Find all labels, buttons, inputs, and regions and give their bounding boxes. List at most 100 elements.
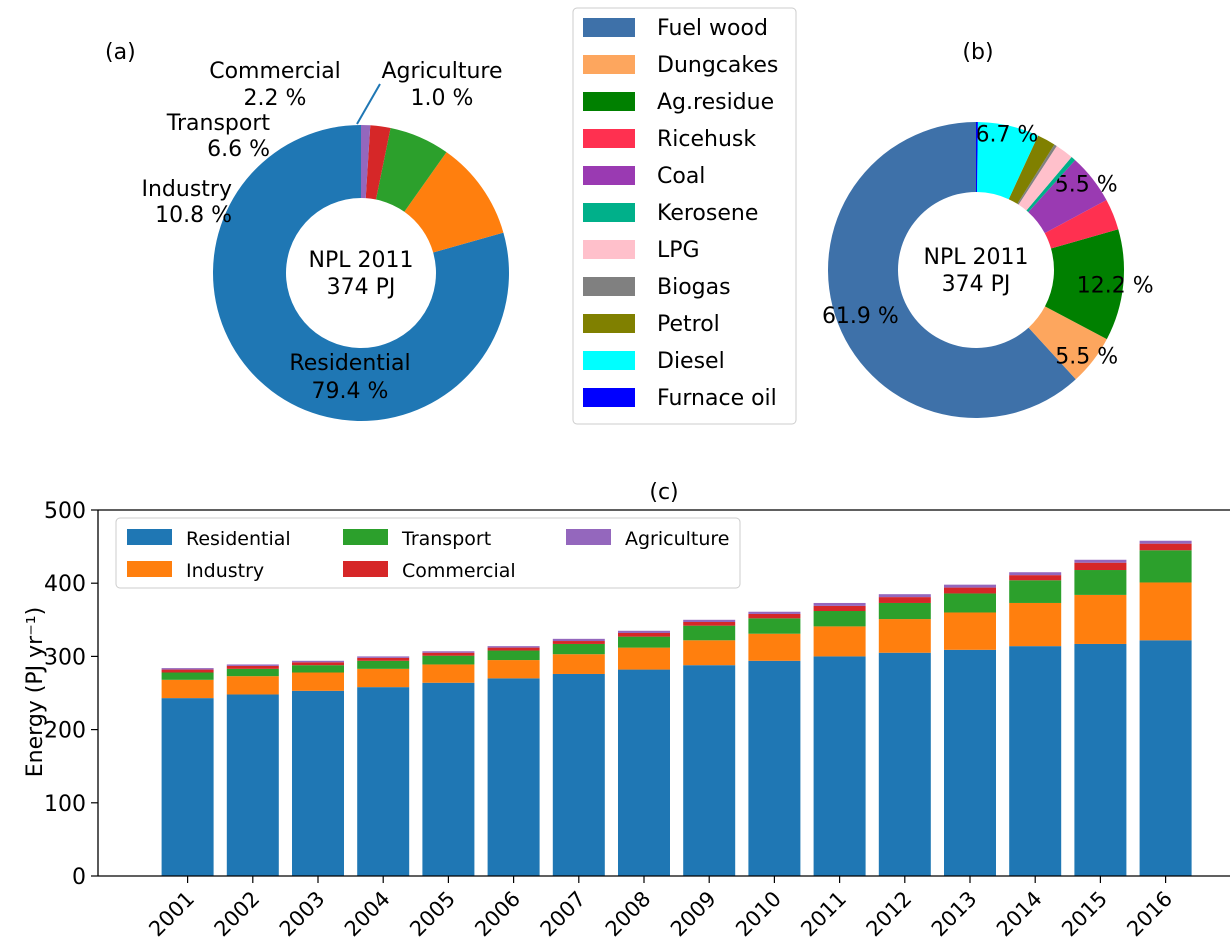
bar-residential-2001 <box>161 698 214 876</box>
slice-biogas <box>1017 144 1057 205</box>
value-fuel-wood: 61.9 % <box>822 304 899 329</box>
bar-agriculture-2005 <box>422 651 475 653</box>
bar-agriculture-2016 <box>1139 540 1192 544</box>
bar-commercial-2013 <box>944 587 996 594</box>
bar-commercial-2007 <box>552 641 605 644</box>
bar-transport-2009 <box>683 625 736 641</box>
bar-transport-2003 <box>292 665 344 673</box>
legend-label-diesel: Diesel <box>657 349 725 374</box>
legend-label-furnace-oil: Furnace oil <box>657 386 777 411</box>
slice-ricehusk <box>1044 200 1119 249</box>
bar-residential-2007 <box>552 673 605 876</box>
bar-commercial-2011 <box>813 605 866 612</box>
bar-residential-2003 <box>292 690 344 876</box>
bar-transport-2016 <box>1139 550 1192 583</box>
label-industry: Industry <box>142 177 233 202</box>
x-tick-label-2006: 2006 <box>470 887 525 942</box>
bar-agriculture-2006 <box>487 646 540 648</box>
value-agriculture: 1.0 % <box>411 86 474 111</box>
bar-residential-2015 <box>1074 643 1127 876</box>
slice-commercial <box>365 125 391 200</box>
bar-industry-2006 <box>487 660 540 679</box>
legend-label-kerosene: Kerosene <box>657 201 758 226</box>
slice-furnace-oil <box>976 122 978 193</box>
bar-residential-2005 <box>422 682 475 876</box>
bar-commercial-2010 <box>748 613 801 619</box>
bar-legend-label-commercial: Commercial <box>402 560 516 582</box>
bar-transport-2005 <box>422 655 475 665</box>
bar-residential-2016 <box>1139 640 1192 876</box>
bar-commercial-2002 <box>226 665 279 669</box>
label-commercial: Commercial <box>209 59 341 84</box>
value-diesel: 6.7 % <box>975 122 1038 147</box>
panel-b-pie-chart: (b) 61.9 % 5.5 % 12.2 % 5.5 % 6.7 % NPL 201137… <box>822 40 1154 418</box>
bar-agriculture-2015 <box>1074 559 1127 563</box>
bar-industry-2003 <box>292 672 344 691</box>
bar-agriculture-2002 <box>226 664 279 666</box>
bar-commercial-2009 <box>683 621 736 626</box>
bar-industry-2015 <box>1074 594 1127 644</box>
bar-residential-2011 <box>813 656 866 876</box>
bar-industry-2016 <box>1139 582 1192 641</box>
legend-label-fuel-wood: Fuel wood <box>657 16 768 41</box>
bar-commercial-2015 <box>1074 562 1127 571</box>
bar-residential-2010 <box>748 660 801 876</box>
bar-agriculture-2004 <box>357 656 410 658</box>
slice-kerosene <box>1026 157 1076 213</box>
value-industry: 10.8 % <box>155 203 232 228</box>
legend-label-petrol: Petrol <box>657 312 720 337</box>
bar-industry-2010 <box>748 633 801 661</box>
center-label-line-1: NPL 2011 <box>924 245 1029 270</box>
bar-commercial-2016 <box>1139 543 1192 551</box>
bar-industry-2001 <box>161 679 214 699</box>
x-tick-label-2002: 2002 <box>210 887 265 942</box>
bar-transport-2012 <box>878 602 931 620</box>
slice-residential <box>213 125 510 421</box>
bar-legend-swatch-agriculture <box>566 529 611 545</box>
bar-residential-2009 <box>683 665 736 876</box>
center-label-line-2: 374 PJ <box>327 275 396 300</box>
value-ag-residue: 12.2 % <box>1077 273 1154 298</box>
bar-transport-2015 <box>1074 570 1127 595</box>
value-residential: 79.4 % <box>312 379 389 404</box>
bar-residential-2014 <box>1009 646 1062 876</box>
bar-transport-2013 <box>944 593 996 613</box>
legend-swatch-fuel-wood <box>583 18 635 37</box>
bar-transport-2008 <box>618 636 670 648</box>
y-tick-label-500: 500 <box>44 499 86 524</box>
bar-residential-2013 <box>944 649 996 876</box>
bar-agriculture-2001 <box>161 668 214 670</box>
bar-legend-swatch-commercial <box>343 561 388 577</box>
bar-transport-2004 <box>357 660 410 669</box>
y-tick-label-300: 300 <box>44 645 86 670</box>
panel-label-a: (a) <box>105 40 136 65</box>
x-tick-label-2009: 2009 <box>666 887 721 942</box>
center-label-line-1: NPL 2011 <box>309 248 414 273</box>
legend-swatch-dungcakes <box>583 55 635 74</box>
bar-residential-2012 <box>878 652 931 876</box>
bar-agriculture-2003 <box>292 660 344 663</box>
bar-legend-swatch-transport <box>343 529 388 545</box>
bar-transport-2001 <box>161 672 214 680</box>
x-tick-label-2004: 2004 <box>340 887 395 942</box>
bar-commercial-2004 <box>357 657 410 661</box>
bar-agriculture-2010 <box>748 611 801 614</box>
bar-legend-label-residential: Residential <box>186 528 291 550</box>
leader-line-agriculture <box>356 83 381 125</box>
bar-commercial-2008 <box>618 632 670 637</box>
bar-industry-2009 <box>683 640 736 666</box>
value-coal: 5.5 % <box>1055 173 1118 198</box>
bar-commercial-2005 <box>422 652 475 656</box>
y-tick-label-400: 400 <box>44 572 86 597</box>
legend-swatch-ricehusk <box>583 129 635 148</box>
legend-label-dungcakes: Dungcakes <box>657 53 778 78</box>
legend-swatch-biogas <box>583 277 635 296</box>
x-tick-label-2001: 2001 <box>144 887 199 942</box>
bar-industry-2008 <box>618 647 670 670</box>
bar-residential-2008 <box>618 669 670 876</box>
bar-transport-2011 <box>813 611 866 627</box>
y-tick-label-100: 100 <box>44 792 86 817</box>
legend-swatch-lpg <box>583 240 635 259</box>
label-transport: Transport <box>166 111 271 136</box>
